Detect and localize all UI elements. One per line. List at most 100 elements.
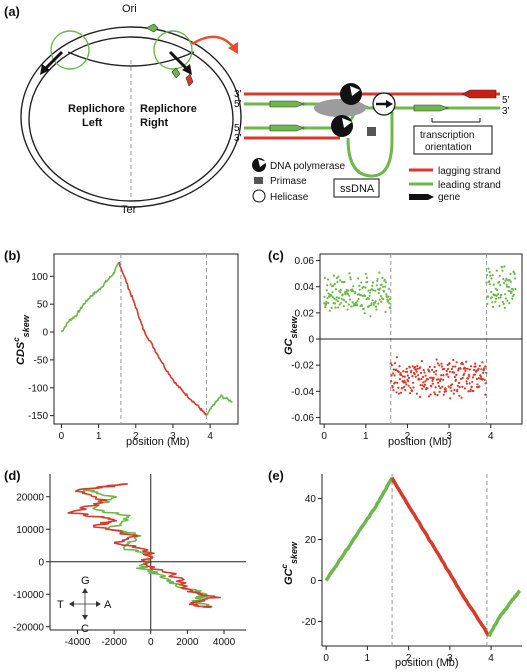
data-point <box>455 373 458 377</box>
data-point <box>422 381 425 384</box>
data-point <box>401 375 404 378</box>
data-point <box>457 381 461 385</box>
panel-d-letter: (d) <box>4 468 21 483</box>
data-point <box>391 386 394 389</box>
data-point <box>514 287 517 290</box>
data-point <box>375 308 378 311</box>
legend-gene-icon <box>409 194 434 200</box>
x-tick-label: 1 <box>365 653 371 664</box>
data-point <box>419 384 422 387</box>
data-point <box>364 286 367 289</box>
data-point <box>394 381 397 384</box>
data-point <box>341 293 344 296</box>
data-point <box>438 390 441 393</box>
data-point <box>481 361 484 364</box>
data-point <box>368 305 371 308</box>
data-point <box>372 303 375 306</box>
compass-g: G <box>81 575 90 587</box>
ssdna-loop <box>346 112 394 178</box>
data-point <box>490 290 493 294</box>
data-point <box>452 371 456 374</box>
data-point <box>429 393 432 396</box>
x-tick-label: 0 <box>148 637 154 648</box>
chromosome-outer <box>20 26 242 208</box>
data-point <box>372 289 375 292</box>
data-point <box>495 297 498 300</box>
data-point <box>449 397 452 400</box>
data-point <box>374 305 378 308</box>
data-point <box>368 291 372 294</box>
data-point <box>379 287 382 290</box>
data-point <box>349 278 352 281</box>
data-point <box>330 294 333 297</box>
data-point <box>408 366 411 369</box>
strand-label: 3' <box>234 133 242 144</box>
data-point <box>357 277 360 280</box>
data-point <box>465 360 468 363</box>
panel-c-letter: (c) <box>268 248 284 263</box>
chromosome-inner <box>28 36 234 202</box>
data-point <box>439 387 442 390</box>
strand-label: 5' <box>502 95 510 106</box>
data-point <box>437 385 440 388</box>
data-point <box>452 392 455 395</box>
data-point <box>499 296 502 299</box>
data-point <box>498 274 501 277</box>
data-point <box>467 390 470 393</box>
y-tick-label: 0 <box>310 576 316 587</box>
data-point <box>384 281 387 284</box>
data-point <box>478 364 481 367</box>
data-point <box>459 367 462 370</box>
data-point <box>411 375 414 378</box>
data-point <box>469 388 472 391</box>
data-point <box>496 288 499 292</box>
polymerase-notch <box>350 86 360 96</box>
data-point <box>402 370 405 373</box>
data-point <box>485 273 489 277</box>
legend-polymerase-notch <box>258 159 267 167</box>
data-point <box>407 376 411 379</box>
data-point <box>447 375 450 378</box>
data-point <box>331 296 334 299</box>
panel-a-letter: (a) <box>4 4 20 19</box>
data-point <box>496 293 500 296</box>
data-point <box>501 266 504 269</box>
data-point <box>488 280 491 283</box>
data-point <box>368 294 371 297</box>
data-point <box>513 272 516 275</box>
data-point <box>345 300 348 303</box>
panel-b-xlabel: position (Mb) <box>126 436 190 448</box>
data-point <box>505 283 508 286</box>
data-point <box>423 383 426 386</box>
data-point <box>381 276 384 279</box>
data-point <box>340 297 343 300</box>
data-point <box>364 294 367 298</box>
data-point <box>407 380 410 383</box>
data-point <box>455 361 458 364</box>
ylabel-sup: c <box>280 564 289 569</box>
arrowhead-left <box>40 64 50 75</box>
data-point <box>416 367 419 370</box>
data-point <box>500 293 503 296</box>
data-point <box>343 299 346 302</box>
y-tick-label: 40 <box>305 494 317 505</box>
data-point <box>338 303 341 306</box>
data-point <box>418 378 421 381</box>
gene-icon <box>185 73 194 87</box>
data-point <box>426 387 429 390</box>
data-point <box>449 386 452 389</box>
data-point <box>454 378 457 381</box>
data-point <box>491 305 495 308</box>
data-point <box>468 375 471 378</box>
data-point <box>412 386 415 389</box>
data-point <box>367 289 370 292</box>
chart-d: -4000 -2000 0 2000 4000-20000-10000010000200… <box>13 474 246 648</box>
data-point <box>484 393 487 396</box>
data-point <box>401 387 404 390</box>
data-point <box>400 374 403 377</box>
data-point <box>376 277 379 280</box>
y-tick-label: 0 <box>38 557 44 568</box>
data-point <box>505 285 509 288</box>
replichore-right-line2: Right <box>140 117 168 129</box>
data-point <box>384 310 387 314</box>
